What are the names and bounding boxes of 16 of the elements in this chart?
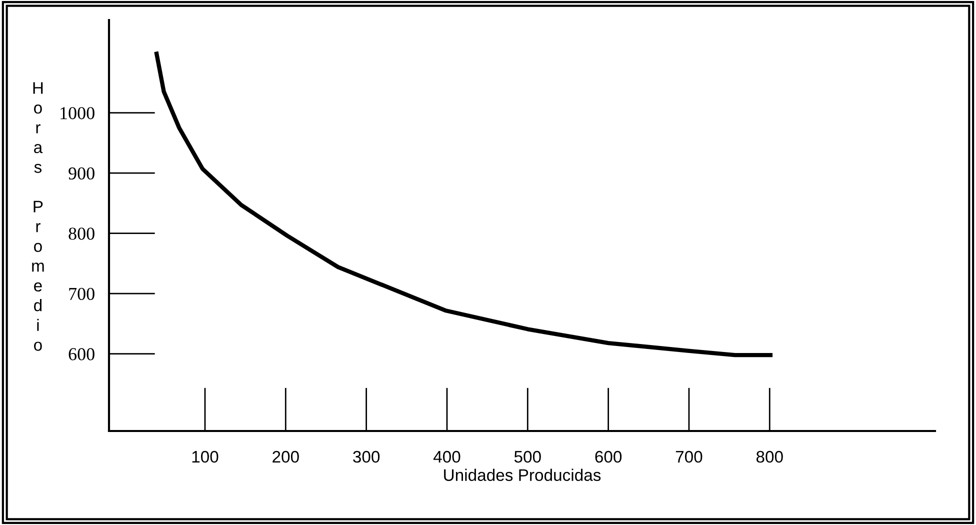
x-tick-label: 100 — [192, 450, 218, 463]
y-tick-label: 800 — [68, 228, 94, 240]
y-tick-label: 700 — [69, 288, 94, 300]
x-axis-title: Unidades Producidas — [444, 468, 601, 481]
y-tick-label: 600 — [68, 348, 94, 360]
line-series — [154, 52, 773, 358]
x-tick-label: 600 — [595, 450, 622, 463]
x-tick-label: 200 — [272, 450, 299, 463]
y-tick-label: 1000 — [60, 107, 94, 120]
x-tick-label: 700 — [676, 450, 702, 463]
y-tick-label: 900 — [68, 167, 94, 180]
text: Horas Promedio — [32, 82, 44, 351]
x-tick-label: 800 — [756, 450, 783, 463]
x-tick-label: 400 — [433, 450, 460, 463]
x-tick-label: 300 — [353, 450, 380, 463]
x-tick-label: 500 — [514, 450, 541, 463]
